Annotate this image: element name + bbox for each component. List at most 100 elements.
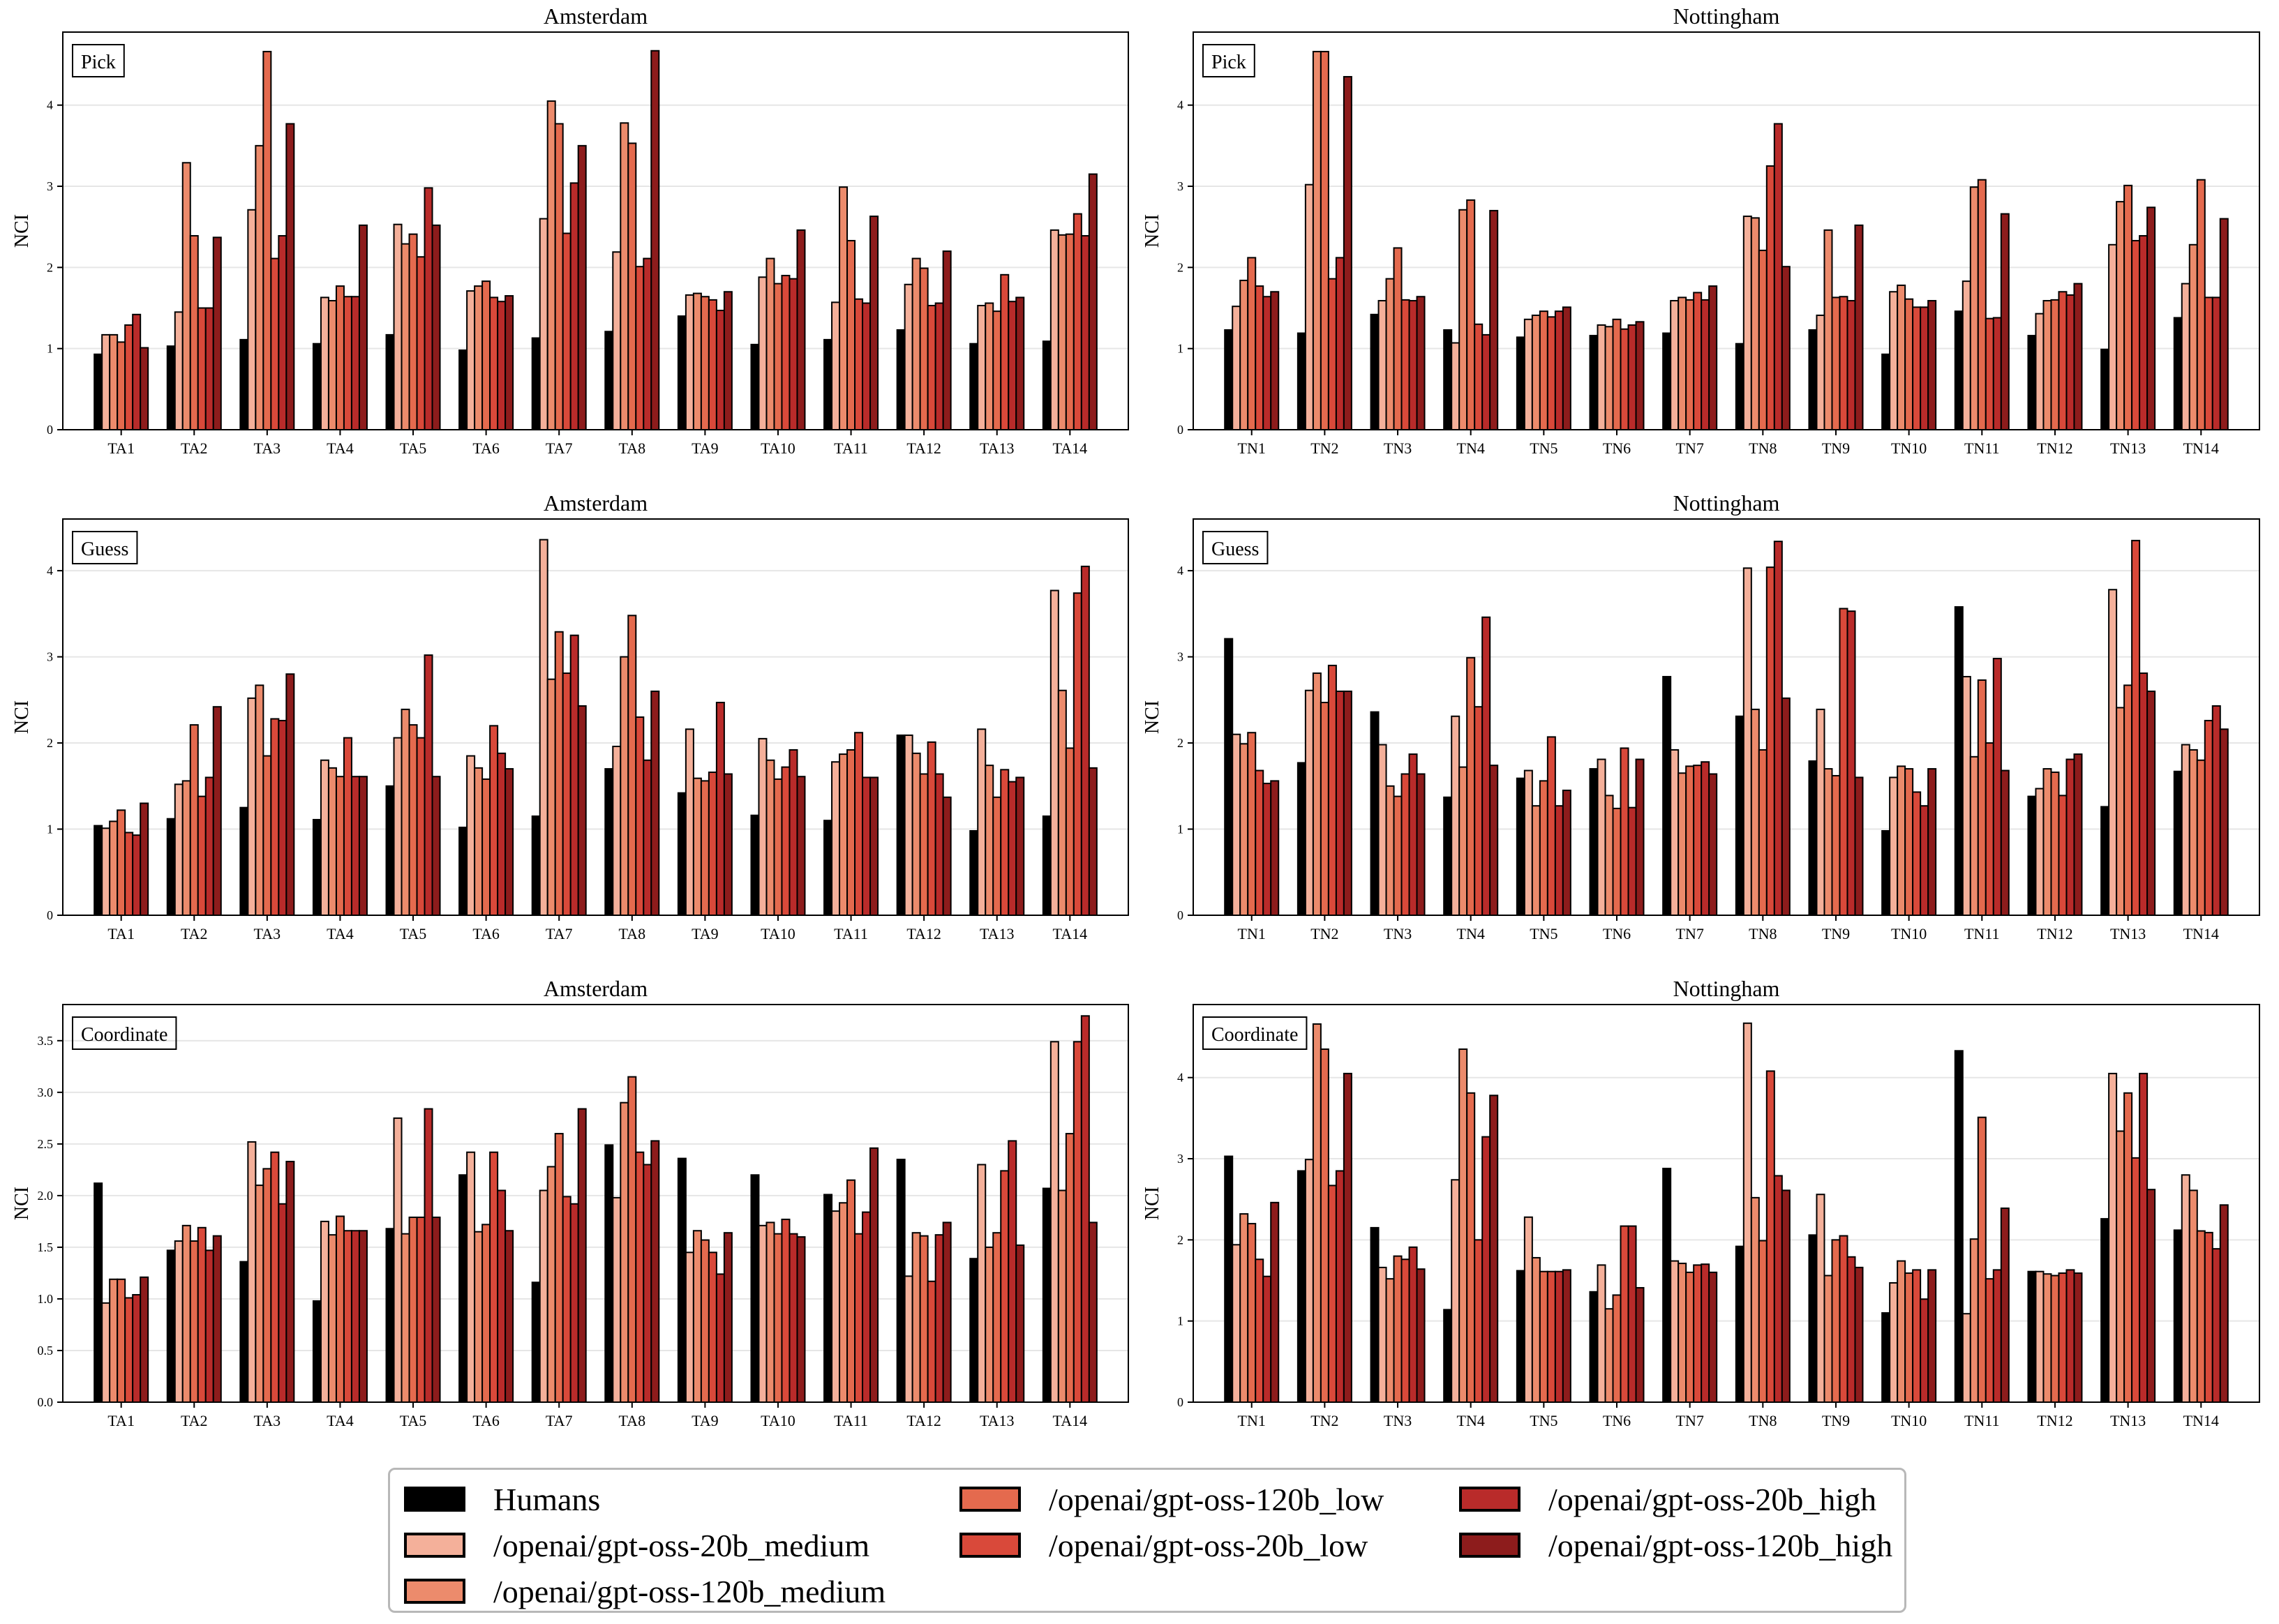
bar — [1954, 1050, 1964, 1404]
bar — [1481, 333, 1491, 430]
panel-tag-text: Coordinate — [81, 1024, 167, 1046]
y-tick-label: 0 — [1177, 423, 1183, 437]
x-tick-label: TN3 — [1384, 439, 1412, 457]
bar — [750, 343, 760, 431]
x-tick-label: TA12 — [906, 439, 941, 457]
panel-tag-text: Coordinate — [1211, 1024, 1298, 1046]
x-tick-label: TA3 — [254, 439, 281, 457]
plot-frame — [62, 31, 1129, 430]
bar — [700, 780, 710, 916]
bar — [481, 1224, 491, 1404]
bar — [854, 298, 864, 431]
bar — [2139, 1072, 2149, 1403]
legend-item-120b-high: /openai/gpt-oss-120b_high — [1459, 1526, 1892, 1565]
bar — [385, 333, 395, 430]
bar — [1670, 1260, 1680, 1403]
panel-tag-text: Pick — [81, 52, 116, 73]
bar — [431, 224, 441, 430]
bar — [1065, 747, 1075, 916]
x-tick-label: TA14 — [1053, 1412, 1088, 1429]
x-tick-label: TA4 — [327, 925, 354, 942]
bar — [554, 1133, 564, 1403]
bar — [212, 706, 222, 916]
bar — [393, 223, 403, 430]
bar — [2042, 768, 2052, 916]
bar — [1443, 796, 1453, 917]
bar — [685, 1251, 694, 1404]
x-tick-label: TN5 — [1530, 439, 1557, 457]
bar — [458, 827, 468, 916]
bar — [1708, 1271, 1718, 1404]
bar — [539, 539, 548, 916]
y-tick-label: 0 — [47, 908, 53, 922]
bar — [1015, 296, 1025, 430]
bar — [247, 697, 257, 916]
bar — [1562, 789, 1571, 917]
bar — [197, 1226, 207, 1404]
x-tick-label: TA8 — [619, 925, 646, 942]
bar — [2058, 291, 2068, 430]
bar — [109, 1278, 119, 1404]
bar — [1065, 1133, 1075, 1403]
chart-title: Nottingham — [1673, 3, 1780, 29]
y-tick-label: 3 — [47, 179, 53, 193]
bar — [1049, 589, 1059, 916]
bar — [1080, 565, 1090, 916]
panel-tag-box — [1202, 531, 1269, 564]
x-tick-label: TA1 — [107, 439, 135, 457]
bar — [1831, 296, 1841, 430]
bar — [562, 672, 571, 916]
bar — [1678, 772, 1687, 916]
bar — [1735, 715, 1744, 917]
bar — [1304, 689, 1314, 916]
y-tick-label: 0.5 — [38, 1344, 54, 1358]
bar — [1335, 1170, 1345, 1403]
legend-item-humans: Humans — [404, 1480, 600, 1519]
bar — [1904, 768, 1914, 916]
bar — [2173, 1229, 2183, 1403]
bar — [1270, 1201, 1280, 1404]
bar — [1693, 292, 1703, 431]
bar — [2196, 1230, 2206, 1403]
bar — [2196, 179, 2206, 430]
x-tick-label: TA9 — [692, 925, 719, 942]
bar — [1335, 257, 1345, 430]
bar — [1839, 1235, 1848, 1404]
x-tick-label: TN6 — [1603, 925, 1631, 942]
bar — [431, 776, 441, 916]
bar — [2204, 1231, 2213, 1404]
bar — [343, 296, 352, 430]
bar — [862, 302, 872, 430]
bar — [1474, 706, 1484, 916]
legend-label: /openai/gpt-oss-120b_low — [1049, 1481, 1384, 1517]
bar — [1742, 1022, 1752, 1403]
y-tick-label: 2 — [47, 260, 53, 274]
bar — [1854, 224, 1864, 430]
y-tick-label: 3.5 — [38, 1034, 54, 1048]
y-axis-label: NCI — [1142, 700, 1163, 734]
bar — [1320, 50, 1329, 430]
bar — [312, 818, 322, 916]
legend-swatch — [404, 1579, 465, 1604]
legend-item-120b-medium: /openai/gpt-oss-120b_medium — [404, 1572, 886, 1611]
x-tick-label: TA7 — [546, 1412, 573, 1429]
bar — [781, 766, 791, 917]
bar — [2100, 806, 2110, 916]
bar — [1912, 306, 1922, 430]
bar — [255, 144, 264, 430]
bar — [1985, 1278, 1994, 1404]
bar — [1255, 285, 1264, 431]
bar — [1604, 1308, 1614, 1403]
x-tick-label: TN1 — [1238, 439, 1266, 457]
bar — [1451, 1179, 1460, 1403]
bar — [677, 792, 687, 917]
y-tick-label: 3 — [1177, 1152, 1183, 1166]
bar — [327, 1234, 337, 1404]
bar — [474, 285, 484, 431]
bar — [1489, 765, 1499, 916]
bar — [1773, 123, 1783, 430]
x-tick-label: TN14 — [2183, 1412, 2219, 1429]
x-tick-label: TA8 — [619, 1412, 646, 1429]
bar — [2000, 213, 2010, 430]
bar — [247, 209, 257, 430]
